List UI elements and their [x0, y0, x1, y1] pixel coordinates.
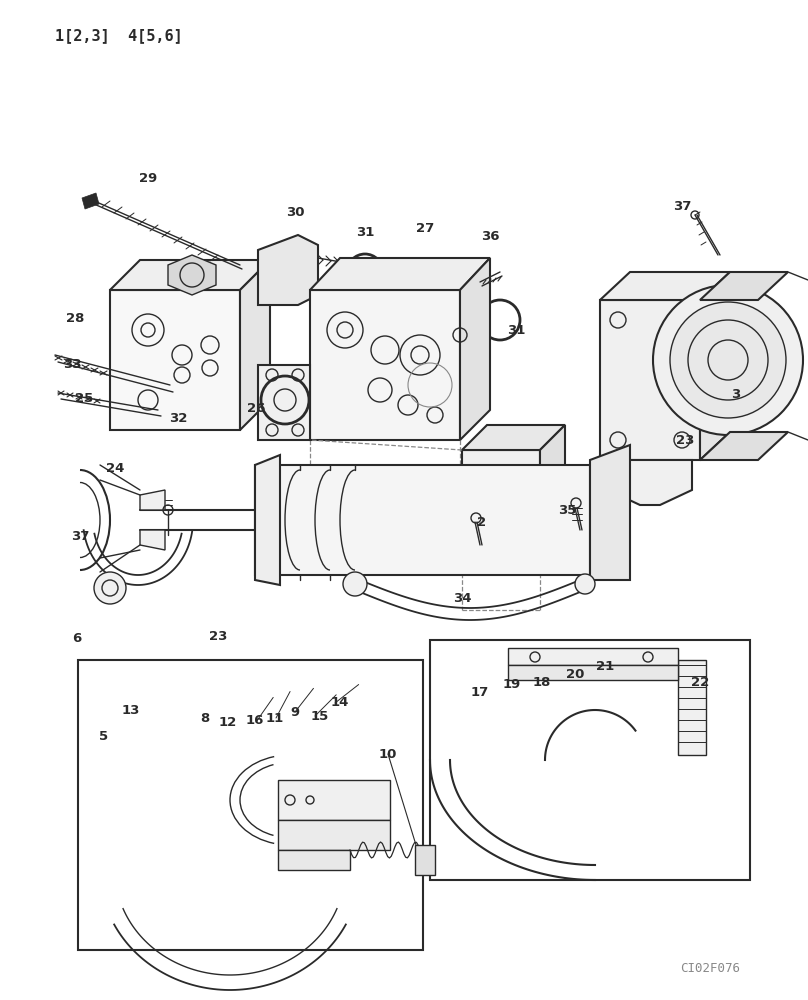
Text: 36: 36 [481, 230, 499, 242]
Text: 17: 17 [471, 686, 489, 698]
Polygon shape [278, 850, 350, 870]
Polygon shape [168, 255, 216, 295]
Text: 5: 5 [99, 730, 108, 742]
Text: 28: 28 [65, 312, 84, 324]
Circle shape [653, 285, 803, 435]
Text: 2: 2 [478, 516, 486, 528]
Text: 32: 32 [169, 412, 187, 424]
Circle shape [343, 572, 367, 596]
Text: 31: 31 [507, 324, 525, 336]
Text: 27: 27 [416, 223, 434, 235]
Polygon shape [278, 820, 390, 850]
Polygon shape [700, 272, 730, 460]
Text: 6: 6 [73, 632, 82, 645]
Polygon shape [608, 460, 692, 505]
Polygon shape [140, 530, 165, 550]
Text: 10: 10 [379, 748, 398, 760]
Text: 31: 31 [356, 226, 374, 238]
Polygon shape [140, 490, 165, 510]
Text: 8: 8 [200, 712, 209, 724]
Text: 25: 25 [75, 391, 93, 404]
Text: 37: 37 [71, 530, 89, 544]
Polygon shape [600, 300, 700, 460]
Text: 20: 20 [566, 668, 584, 682]
Text: 3: 3 [731, 387, 741, 400]
Polygon shape [415, 845, 435, 875]
Polygon shape [310, 290, 460, 440]
Polygon shape [110, 260, 270, 290]
Polygon shape [462, 450, 540, 540]
Text: 13: 13 [122, 704, 140, 716]
Polygon shape [255, 455, 280, 585]
Polygon shape [508, 648, 678, 665]
Text: 22: 22 [691, 676, 709, 688]
Polygon shape [460, 258, 490, 440]
Text: 33: 33 [63, 359, 82, 371]
Polygon shape [590, 445, 630, 580]
Polygon shape [255, 465, 590, 575]
Polygon shape [700, 432, 788, 460]
Text: 12: 12 [219, 716, 237, 728]
Text: 1[2,3]  4[5,6]: 1[2,3] 4[5,6] [55, 28, 183, 43]
Text: 30: 30 [286, 207, 305, 220]
Polygon shape [240, 260, 270, 430]
Polygon shape [110, 290, 240, 430]
Text: 35: 35 [558, 504, 576, 516]
Polygon shape [82, 193, 99, 209]
Polygon shape [700, 272, 788, 300]
Bar [78, 660, 423, 950]
Circle shape [670, 302, 786, 418]
Text: 37: 37 [673, 200, 691, 213]
Text: CI02F076: CI02F076 [680, 962, 740, 975]
Text: 24: 24 [106, 462, 124, 475]
Text: 19: 19 [503, 678, 521, 692]
Text: 26: 26 [246, 401, 265, 414]
Polygon shape [258, 365, 310, 440]
Text: 21: 21 [595, 660, 614, 672]
Polygon shape [540, 425, 565, 540]
Polygon shape [462, 425, 565, 450]
Text: 14: 14 [330, 696, 349, 710]
Text: 23: 23 [208, 630, 227, 643]
Bar [430, 640, 750, 880]
Polygon shape [600, 272, 730, 300]
Circle shape [575, 574, 595, 594]
Text: 16: 16 [246, 714, 264, 726]
Text: 34: 34 [452, 591, 471, 604]
Circle shape [94, 572, 126, 604]
Polygon shape [508, 665, 678, 680]
Polygon shape [310, 258, 490, 290]
Polygon shape [278, 780, 390, 820]
Text: 15: 15 [311, 710, 329, 722]
Text: 23: 23 [675, 434, 694, 446]
Polygon shape [258, 235, 318, 305]
Text: 18: 18 [532, 676, 551, 688]
Text: 11: 11 [266, 712, 284, 724]
Text: 29: 29 [139, 172, 157, 184]
Text: 9: 9 [290, 706, 300, 718]
Polygon shape [678, 660, 706, 755]
